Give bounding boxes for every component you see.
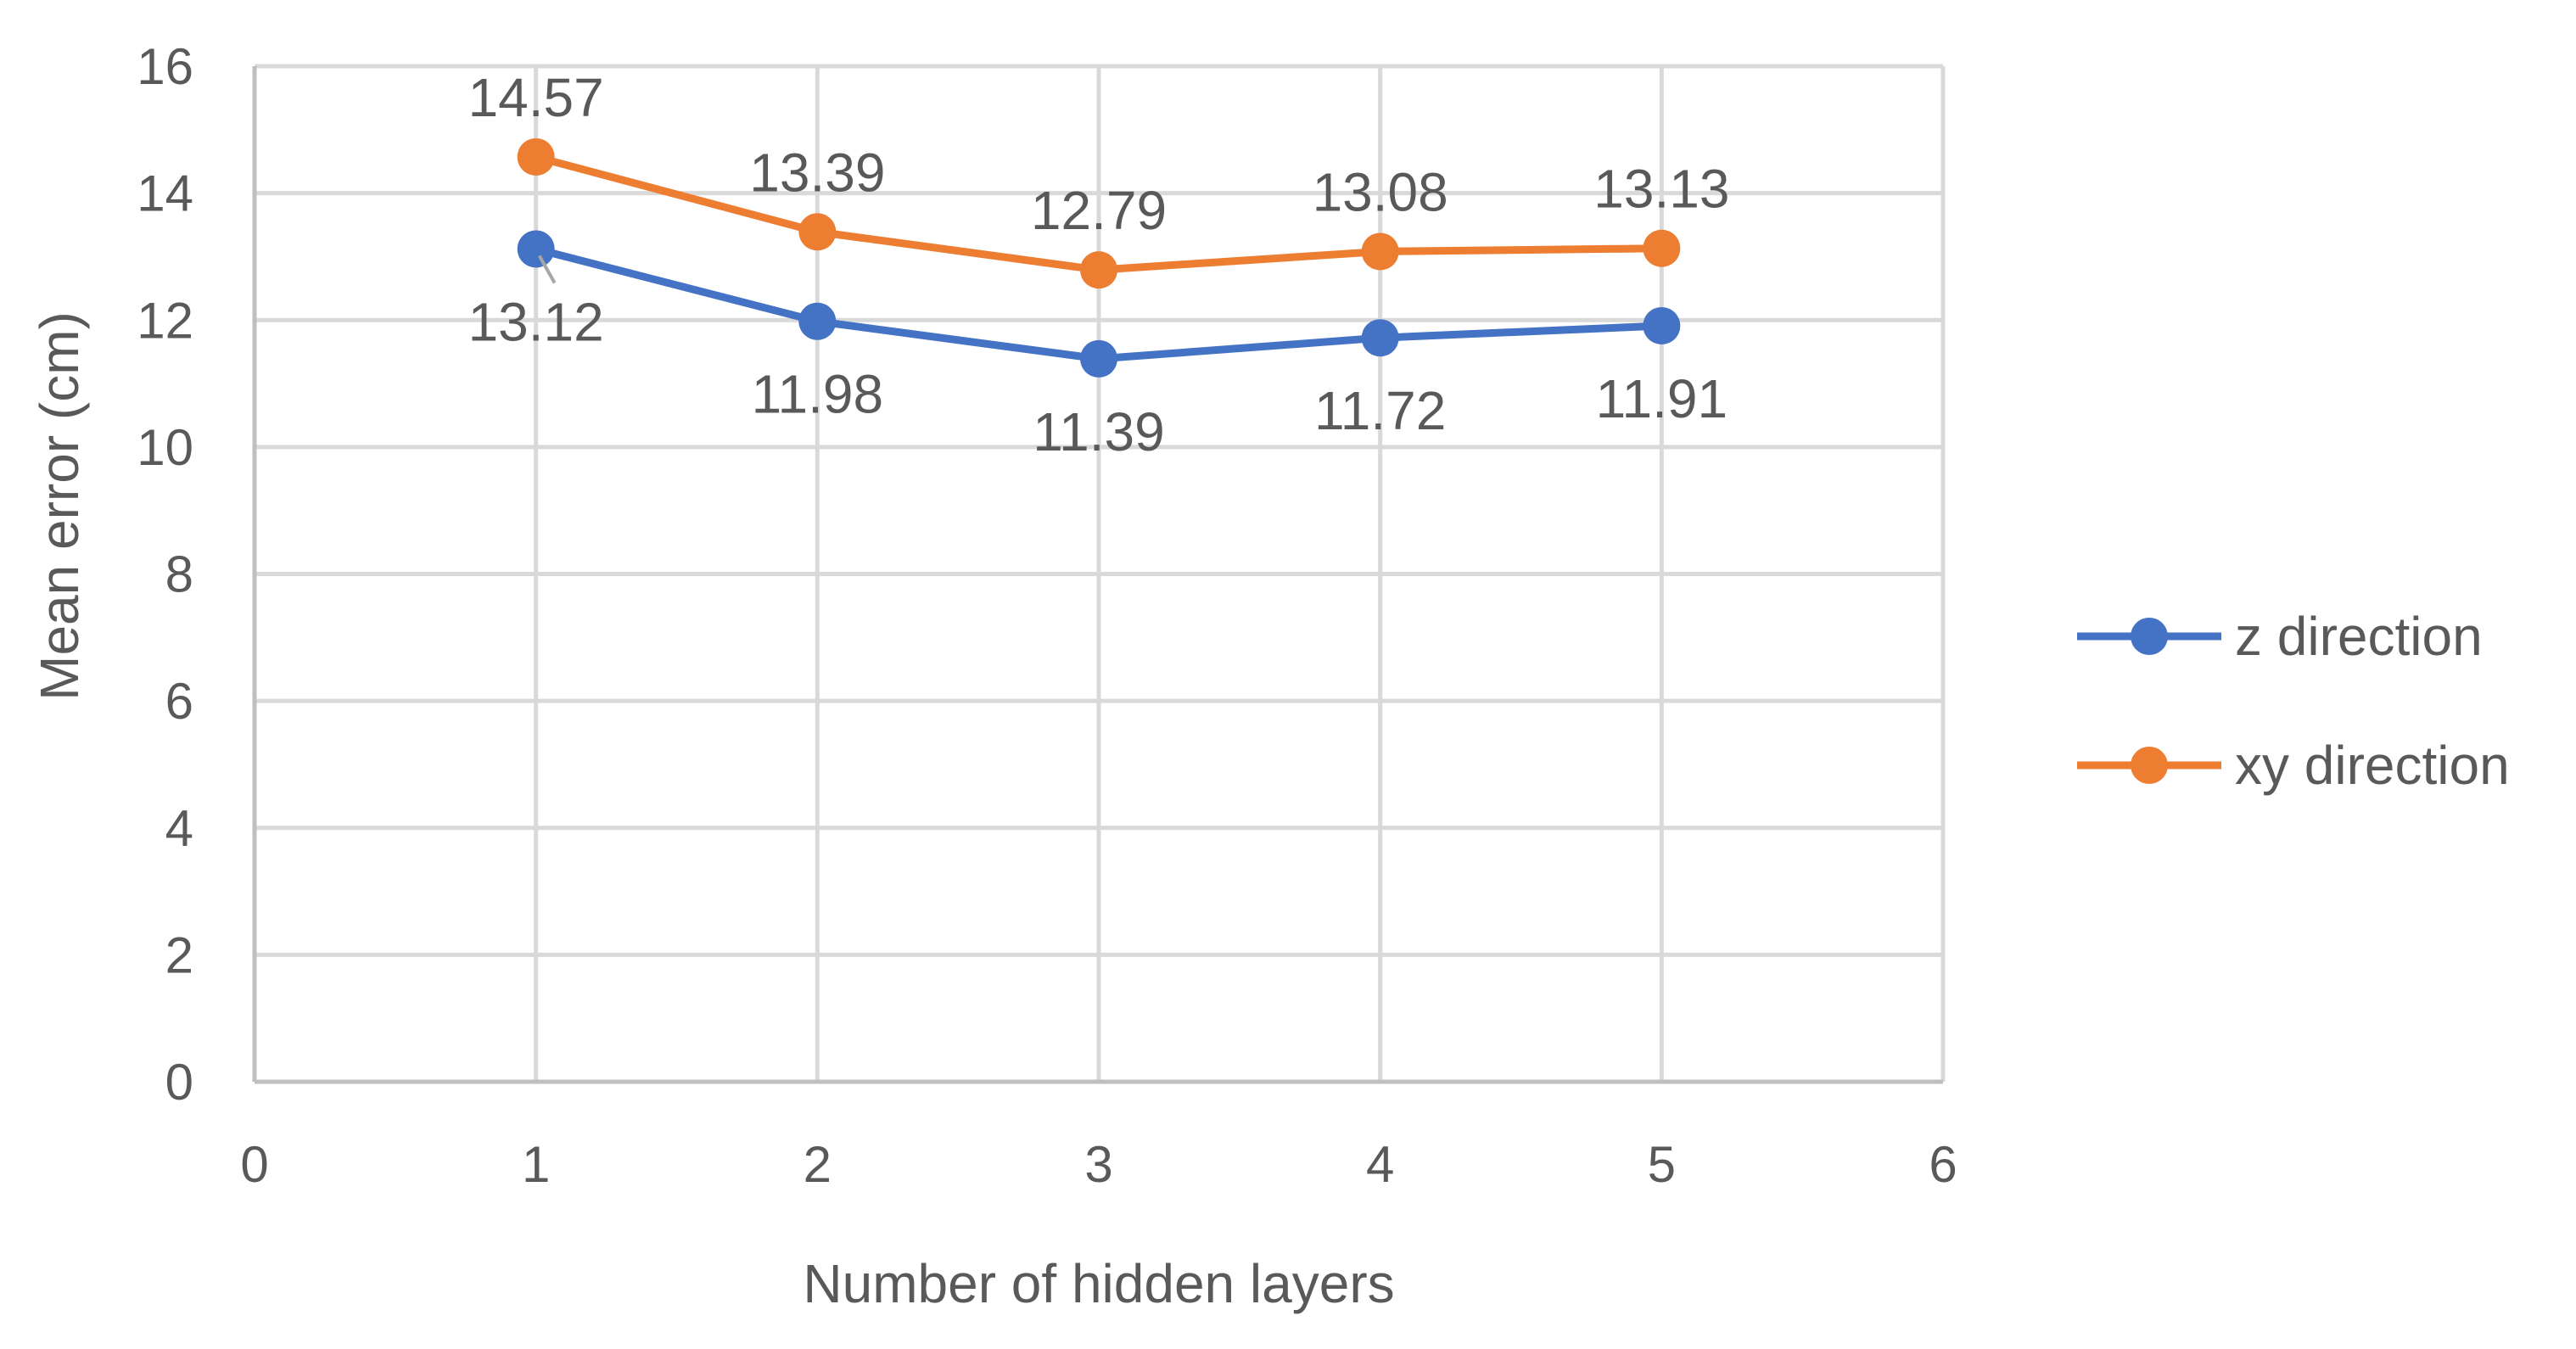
legend-swatch-marker [2131, 747, 2168, 784]
data-point-xy-direction [517, 137, 555, 176]
data-label-z-direction: 11.72 [1314, 380, 1446, 441]
x-tick-label: 6 [1929, 1136, 1957, 1193]
data-point-z-direction [1643, 306, 1681, 344]
x-tick-label: 2 [804, 1136, 832, 1193]
data-label-xy-direction: 13.13 [1593, 159, 1729, 220]
label-leader-line [537, 255, 557, 284]
x-tick-label: 3 [1084, 1136, 1112, 1193]
data-point-z-direction [798, 302, 837, 340]
series [517, 137, 1681, 378]
legend: z direction xy direction [2077, 606, 2510, 796]
y-tick-label: 10 [137, 419, 193, 476]
y-tick-label: 4 [165, 800, 193, 857]
y-tick-label: 14 [137, 165, 193, 222]
data-label-xy-direction: 12.79 [1031, 180, 1167, 241]
x-tick-label: 4 [1366, 1136, 1394, 1193]
data-label-z-direction: 11.91 [1596, 368, 1728, 429]
y-tick-label: 6 [165, 673, 193, 730]
data-label-z-direction: 11.98 [752, 364, 883, 425]
data-point-xy-direction [1361, 232, 1399, 271]
data-point-xy-direction [1080, 251, 1117, 289]
x-axis-title: Number of hidden layers [803, 1253, 1394, 1314]
y-tick-label: 2 [165, 926, 193, 983]
legend-swatch-marker [2131, 618, 2168, 655]
y-tick-label: 8 [165, 546, 193, 603]
data-label-z-direction: 13.12 [468, 291, 604, 352]
legend-label: z direction [2235, 606, 2483, 667]
x-tick-label: 5 [1648, 1136, 1676, 1193]
data-label-xy-direction: 14.57 [468, 67, 604, 128]
y-axis-title: Mean error (cm) [29, 311, 90, 701]
y-tick-label: 0 [165, 1054, 193, 1111]
legend-label: xy direction [2235, 735, 2510, 796]
data-labels: 13.12 11.98 11.39 11.72 11.91 14.57 13.39 12.79… [468, 67, 1730, 462]
data-point-xy-direction [798, 213, 837, 251]
data-label-z-direction: 11.39 [1033, 401, 1164, 462]
data-label-xy-direction: 13.08 [1313, 161, 1448, 222]
y-tick-label: 16 [137, 38, 193, 95]
data-point-z-direction [1361, 319, 1399, 357]
x-tick-label: 0 [240, 1136, 268, 1193]
data-label-xy-direction: 13.39 [749, 142, 885, 203]
y-tick-label: 12 [137, 292, 193, 349]
data-point-z-direction [517, 230, 555, 268]
x-tick-label: 1 [522, 1136, 550, 1193]
data-point-xy-direction [1643, 229, 1681, 267]
data-point-z-direction [1080, 339, 1117, 378]
